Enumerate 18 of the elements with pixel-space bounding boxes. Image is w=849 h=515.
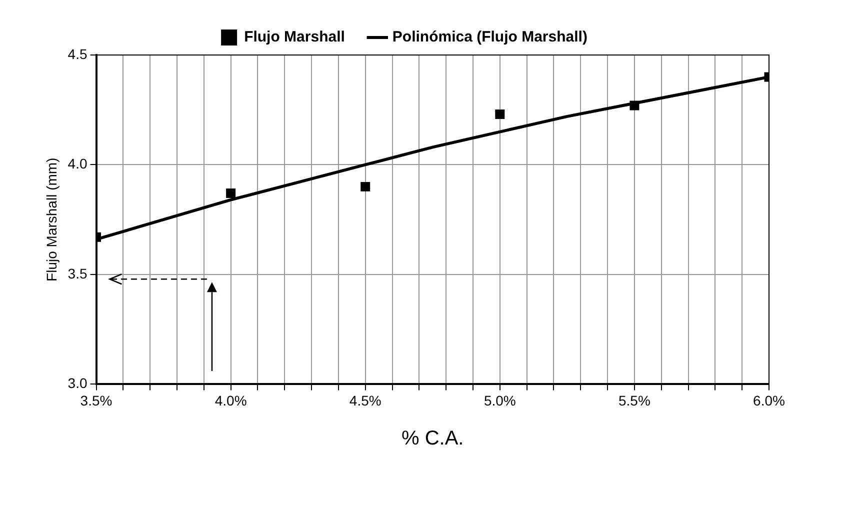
point: [495, 110, 505, 119]
x-tick-label: 4.5%: [349, 392, 382, 408]
x-tick-label: 5.0%: [484, 392, 516, 408]
x-tick-label: 4.0%: [214, 392, 247, 408]
point: [226, 188, 236, 198]
point: [360, 182, 370, 192]
legend-label: Polinómica (Flujo Marshall): [392, 28, 588, 46]
x-axis-title: % C.A.: [402, 428, 464, 450]
x-tick-label: 6.0%: [753, 392, 785, 408]
y-tick-label: 3.5: [68, 265, 88, 282]
y-axis-title: Flujo Marshall (mm): [43, 158, 60, 282]
x-tick-label: 5.5%: [618, 392, 650, 408]
point: [630, 100, 640, 110]
legend-label: Flujo Marshall: [244, 28, 345, 46]
x-tick-label: 3.5%: [80, 392, 112, 408]
y-tick-label: 4.5: [68, 46, 88, 62]
y-tick-label: 4.0: [68, 156, 88, 172]
y-tick-label: 3.0: [68, 375, 88, 392]
